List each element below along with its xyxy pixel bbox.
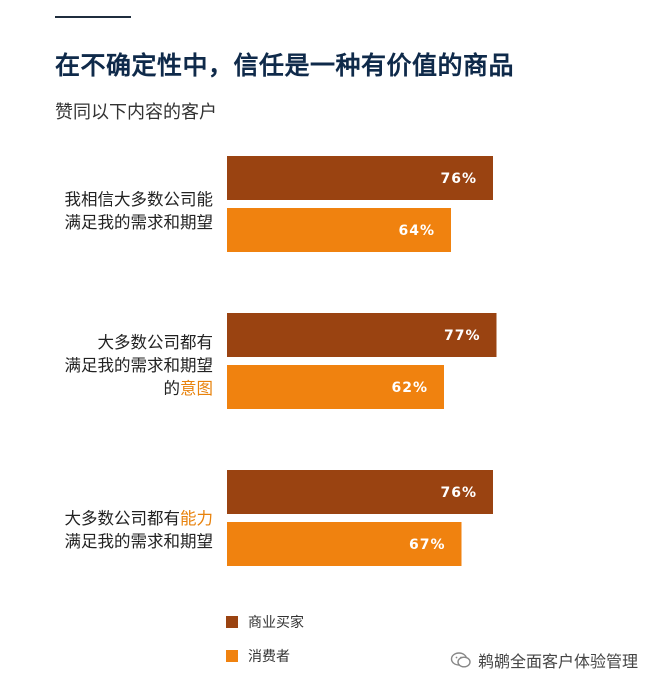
category-label-1: 大多数公司都有满足我的需求和期望的意图 <box>33 331 214 400</box>
category-label-highlight: 能力 <box>180 509 213 528</box>
category-label-text: 我相信大多数公司能 <box>64 190 214 209</box>
category-label-highlight: 意图 <box>180 379 213 398</box>
data-label-business-2: 76% <box>440 485 477 501</box>
chart-title: 在不确定性中，信任是一种有价值的商品 <box>55 51 515 80</box>
bar-consumer-0 <box>227 208 451 252</box>
category-label-text: 大多数公司都有 <box>64 509 181 528</box>
chart-subtitle: 赞同以下内容的客户 <box>55 102 217 123</box>
legend-label-consumer: 消费者 <box>248 649 290 665</box>
category-label-2: 大多数公司都有能力满足我的需求和期望 <box>33 507 214 553</box>
category-label-text: 满足我的需求和期望 <box>64 356 214 375</box>
category-label-line: 我相信大多数公司能 <box>33 188 214 211</box>
bar-business-1 <box>227 313 497 357</box>
category-label-line: 的意图 <box>33 377 214 400</box>
wechat-icon <box>450 652 471 668</box>
data-label-business-1: 77% <box>444 328 481 344</box>
category-label-0: 我相信大多数公司能 满足我的需求和期望 <box>33 188 214 234</box>
watermark-text: 鹈鹕全面客户体验管理 <box>477 652 638 671</box>
legend-swatch-business <box>226 616 238 628</box>
category-label-line: 大多数公司都有能力 <box>33 507 214 530</box>
watermark: 鹈鹕全面客户体验管理 <box>450 648 638 672</box>
legend-item-consumer: 消费者 <box>226 646 290 666</box>
bar-business-0 <box>227 156 493 200</box>
data-label-consumer-1: 62% <box>391 380 428 396</box>
data-label-consumer-2: 67% <box>409 537 446 553</box>
legend-swatch-consumer <box>226 650 238 662</box>
data-label-consumer-0: 64% <box>398 223 435 239</box>
category-label-line: 满足我的需求和期望 <box>33 530 214 553</box>
category-label-text: 满足我的需求和期望 <box>64 532 214 551</box>
data-label-business-0: 76% <box>440 171 477 187</box>
category-label-text: 满足我的需求和期望 <box>64 213 214 232</box>
bar-business-2 <box>227 470 493 514</box>
legend-label-business: 商业买家 <box>248 615 304 631</box>
category-label-text: 的 <box>163 379 181 398</box>
category-label-line: 大多数公司都有 <box>33 331 214 354</box>
bar-consumer-1 <box>227 365 444 409</box>
category-label-line: 满足我的需求和期望 <box>33 354 214 377</box>
top-rule <box>55 16 131 18</box>
bar-consumer-2 <box>227 522 462 566</box>
category-label-text: 大多数公司都有 <box>97 333 214 352</box>
category-label-line: 满足我的需求和期望 <box>33 211 214 234</box>
legend-item-business: 商业买家 <box>226 612 304 632</box>
